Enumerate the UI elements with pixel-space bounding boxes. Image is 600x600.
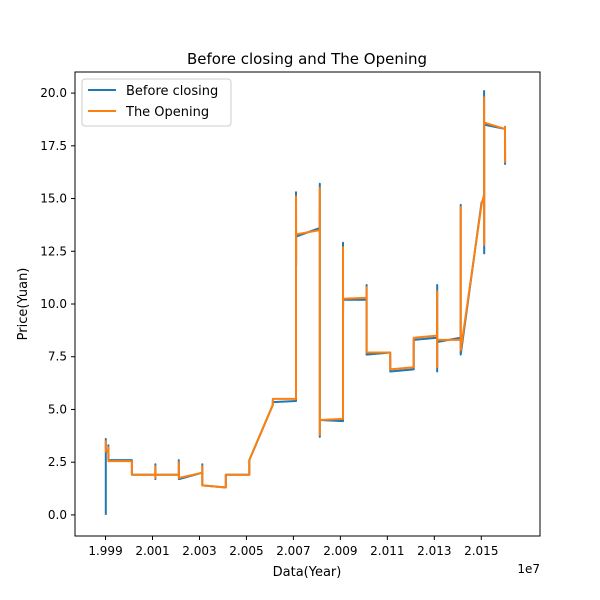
x-tick-label: 2.015 (464, 544, 498, 558)
y-tick-label: 15.0 (40, 192, 67, 206)
y-tick-label: 7.5 (48, 350, 67, 364)
y-tick-label: 5.0 (48, 402, 67, 416)
y-tick-label: 12.5 (40, 244, 67, 258)
ticks-layer: 1.999 2.001 2.003 2.005 2.007 2.009 2.011 2.013… (40, 86, 498, 558)
x-tick-label: 2.005 (229, 544, 263, 558)
legend-box (81, 78, 232, 127)
series-line-the-opening (104, 96, 507, 489)
legend-label-the-opening: The Opening (125, 105, 209, 120)
y-axis-label: Price(Yuan) (16, 268, 31, 341)
plot-frame (74, 71, 541, 537)
x-tick-label: 2.011 (370, 544, 404, 558)
y-tick-label: 10.0 (40, 297, 67, 311)
legend: Before closing The Opening (81, 78, 232, 127)
x-tick-label: 2.001 (135, 544, 169, 558)
legend-label-before-closing: Before closing (126, 84, 218, 99)
x-tick-label: 2.003 (182, 544, 216, 558)
chart-title: Before closing and The Opening (187, 50, 427, 68)
y-tick-label: 17.5 (40, 139, 67, 153)
series-layer (104, 90, 507, 515)
x-tick-label: 2.009 (323, 544, 357, 558)
x-axis-label: Data(Year) (273, 565, 342, 580)
x-tick-label: 2.007 (276, 544, 310, 558)
x-tick-label: 2.013 (417, 544, 451, 558)
y-tick-label: 2.5 (48, 455, 67, 469)
y-tick-label: 20.0 (40, 86, 67, 100)
x-tick-label: 1.999 (88, 544, 122, 558)
x-axis-offset-text: 1e7 (517, 562, 540, 576)
y-tick-label: 0.0 (48, 508, 67, 522)
